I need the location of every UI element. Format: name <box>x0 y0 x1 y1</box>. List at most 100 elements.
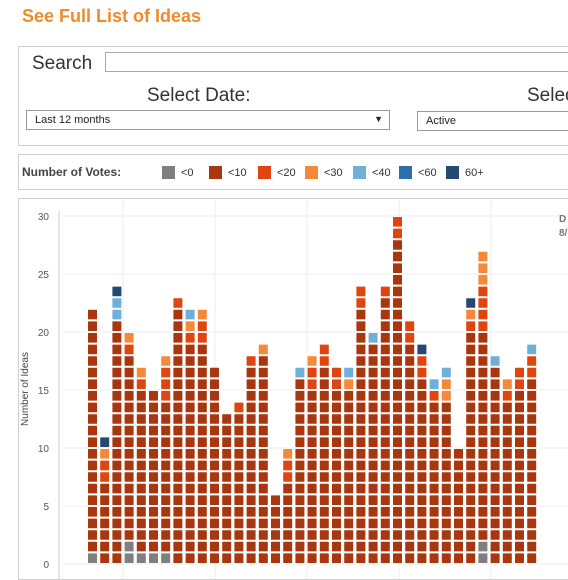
bar-cell <box>197 472 207 482</box>
bar-cell <box>356 402 366 413</box>
bar-cell <box>441 402 451 413</box>
bar-cell <box>210 507 219 517</box>
bar-cell <box>368 507 378 517</box>
bar-cell <box>161 367 171 378</box>
bar-cell <box>258 391 268 401</box>
bar-cell <box>173 437 183 447</box>
bar-cell <box>393 425 402 436</box>
bar-cell <box>356 518 366 529</box>
bar-cell <box>173 391 183 401</box>
legend-item-60plus[interactable]: 60+ <box>446 166 484 179</box>
bar-cell <box>478 263 488 273</box>
legend-title: Number of Votes: <box>22 165 122 179</box>
bar-cell <box>124 553 134 563</box>
bar-cell <box>490 379 500 389</box>
bar-cell <box>380 356 390 366</box>
bar-cell <box>88 344 97 355</box>
date-select[interactable]: Last 12 months ▼ <box>26 110 390 130</box>
bar-cell <box>344 391 354 401</box>
legend-item-lt0[interactable]: <0 <box>162 166 194 179</box>
bar-cell <box>222 541 232 552</box>
legend-item-lt40[interactable]: <40 <box>353 166 391 179</box>
bar-cell <box>112 309 122 320</box>
bar-cell <box>344 425 354 436</box>
bar-cell <box>210 541 219 552</box>
bar-cell <box>258 507 268 517</box>
bar-cell <box>210 379 219 389</box>
status-select[interactable]: Active <box>417 111 568 131</box>
bar-cell <box>478 367 488 378</box>
bar-cell <box>173 333 183 343</box>
bar-cell <box>149 507 158 517</box>
bar-cell <box>283 483 293 494</box>
bar-cell <box>502 541 512 552</box>
bar-cell <box>258 553 268 563</box>
legend-item-lt60[interactable]: <60 <box>399 166 437 179</box>
bar-cell <box>527 518 537 529</box>
page-title[interactable]: See Full List of Ideas <box>22 6 202 26</box>
bar-cell <box>515 449 524 459</box>
bar-cell <box>393 460 402 471</box>
bar-cell <box>124 530 134 540</box>
bar-cell <box>234 507 244 517</box>
bar-cell <box>380 518 390 529</box>
bar-cell <box>246 414 256 424</box>
bar-cell <box>405 344 415 355</box>
bar-cell <box>478 541 488 552</box>
bar-cell <box>356 286 366 297</box>
bar-cell <box>405 356 415 366</box>
bar-cell <box>356 425 366 436</box>
bar-cell <box>490 402 500 413</box>
bar-cell <box>393 495 402 505</box>
bar-cell <box>319 449 329 459</box>
bar-cell <box>197 414 207 424</box>
search-input[interactable] <box>105 52 568 72</box>
bar-cell <box>124 460 134 471</box>
bar-cell <box>112 553 122 563</box>
bar-cell <box>478 483 488 494</box>
bar-cell <box>185 344 195 355</box>
bar-cell <box>515 367 524 378</box>
bar-cell <box>356 298 366 308</box>
bar-cell <box>356 309 366 320</box>
bar-cell <box>515 460 524 471</box>
bar-cell <box>185 449 195 459</box>
bar-cell <box>210 518 219 529</box>
bar-cell <box>417 518 427 529</box>
bar-cell <box>466 309 476 320</box>
legend-item-lt30[interactable]: <30 <box>305 166 343 179</box>
bar-cell <box>405 437 415 447</box>
bar-cell <box>161 425 171 436</box>
legend-item-lt20[interactable]: <20 <box>258 166 296 179</box>
bar-cell <box>88 472 97 482</box>
bar-cell <box>417 344 427 355</box>
y-tick-label: 10 <box>38 444 50 455</box>
bar-cell <box>380 541 390 552</box>
bar-cell <box>185 356 195 366</box>
bar-cell <box>112 333 122 343</box>
bar-cell <box>173 414 183 424</box>
bar-cell <box>368 460 378 471</box>
bar-cell <box>356 391 366 401</box>
bar-cell <box>478 402 488 413</box>
bar-cell <box>502 495 512 505</box>
bar-cell <box>478 495 488 505</box>
bar-cell <box>502 414 512 424</box>
legend-item-lt10[interactable]: <10 <box>209 166 247 179</box>
chart-corner-line-1: D <box>559 214 567 225</box>
bar-cell <box>466 530 476 540</box>
bar-cell <box>112 437 122 447</box>
bar-cell <box>88 309 97 320</box>
bar-cell <box>88 507 97 517</box>
bar-cell <box>258 356 268 366</box>
bar-cell <box>283 507 293 517</box>
bar-cell <box>417 402 427 413</box>
bar-cell <box>136 495 146 505</box>
bar-cell <box>161 472 171 482</box>
bar-cell <box>380 391 390 401</box>
bar-cell <box>173 483 183 494</box>
bar-cell <box>380 379 390 389</box>
bar-cell <box>356 321 366 331</box>
bar-cell <box>222 553 232 563</box>
bar-cell <box>393 356 402 366</box>
